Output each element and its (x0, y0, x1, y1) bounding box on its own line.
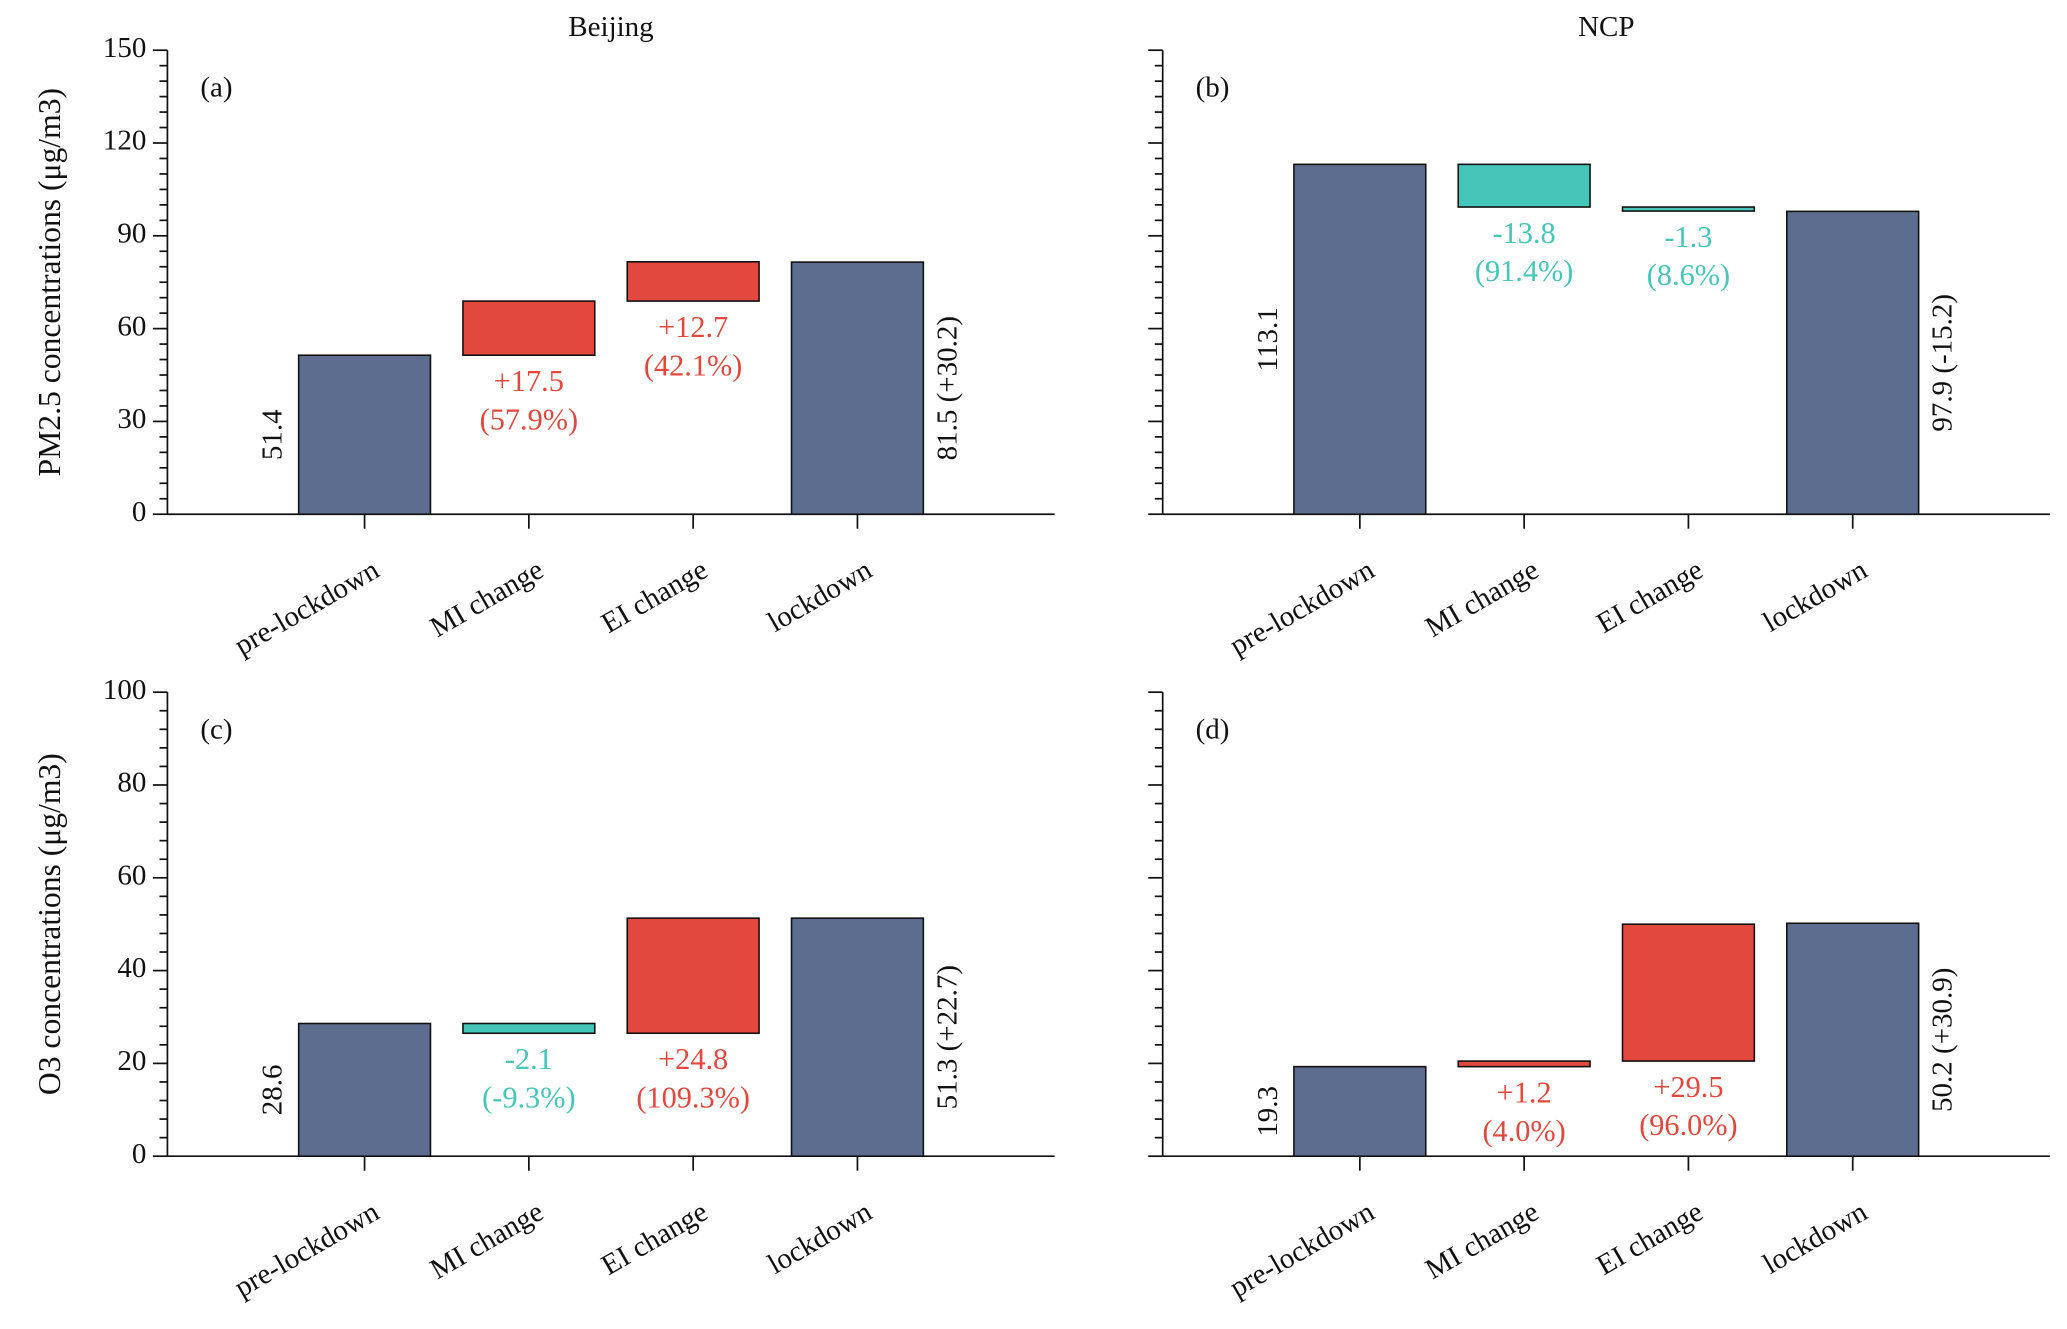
x-tick-label: MI change (425, 1196, 549, 1286)
bar (1786, 922, 1920, 1157)
share-label: (96.0%) (1639, 1108, 1737, 1142)
bar (790, 261, 925, 516)
bar (462, 1022, 596, 1035)
x-tick-label: EI change (1591, 1196, 1708, 1282)
value-label: +29.5 (1653, 1070, 1723, 1104)
y-tick-label: 0 (132, 496, 147, 528)
y-tick-label: 30 (117, 403, 146, 435)
x-tick-label: pre-lockdown (229, 1195, 385, 1303)
value-label: -13.8 (1493, 216, 1556, 250)
y-tick-label: 120 (103, 125, 147, 157)
x-tick-label: EI change (596, 554, 713, 640)
panel-label: (c) (200, 713, 232, 745)
bar (1786, 210, 1920, 516)
panel-label: (b) (1196, 71, 1230, 103)
y-tick-label: 40 (117, 952, 146, 984)
bar (1293, 163, 1427, 516)
bar (1621, 206, 1756, 212)
value-label: 51.3 (+22.7) (931, 965, 963, 1109)
x-tick-label: MI change (1420, 1196, 1544, 1286)
share-label: (4.0%) (1482, 1114, 1565, 1148)
x-tick-label: lockdown (762, 1195, 877, 1280)
bar (1457, 163, 1591, 208)
x-tick-label: lockdown (762, 553, 877, 638)
panel-label: (a) (200, 71, 232, 103)
share-label: (109.3%) (636, 1080, 750, 1114)
value-label: -1.3 (1664, 220, 1712, 254)
panel-label: (d) (1196, 713, 1230, 745)
value-label: +24.8 (658, 1042, 728, 1076)
x-tick-label: MI change (1420, 554, 1544, 644)
x-tick-label: pre-lockdown (1224, 553, 1380, 661)
bar (1457, 1060, 1591, 1068)
x-tick-label: pre-lockdown (229, 553, 385, 661)
y-axis-label: O3 concentrations (μg/m3) (32, 753, 67, 1095)
value-label: 81.5 (+30.2) (931, 316, 963, 460)
y-tick-label: 60 (117, 859, 146, 891)
x-tick-label: EI change (596, 1196, 713, 1282)
value-label: +1.2 (1497, 1076, 1552, 1110)
bar (297, 1022, 432, 1157)
x-tick-label: lockdown (1758, 1195, 1873, 1280)
x-tick-label: MI change (425, 554, 549, 644)
bar (297, 354, 432, 516)
value-label: 97.9 (-15.2) (1927, 294, 1959, 432)
y-axis-label: PM2.5 concentrations (μg/m3) (32, 88, 67, 476)
x-tick-label: EI change (1591, 554, 1708, 640)
share-label: (57.9%) (480, 402, 578, 436)
share-label: (91.4%) (1475, 254, 1573, 288)
panel-title: Beijing (568, 11, 653, 43)
y-tick-label: 20 (117, 1045, 146, 1077)
value-label: 19.3 (1252, 1086, 1284, 1137)
share-label: (-9.3%) (482, 1080, 575, 1114)
bar (626, 917, 760, 1035)
share-label: (8.6%) (1647, 258, 1730, 292)
y-tick-label: 0 (132, 1138, 147, 1170)
value-label: +12.7 (658, 310, 728, 344)
x-tick-label: pre-lockdown (1224, 1195, 1380, 1303)
y-tick-label: 150 (103, 32, 147, 64)
y-tick-label: 80 (117, 767, 146, 799)
bar (462, 300, 596, 357)
value-label: 51.4 (257, 409, 289, 460)
value-label: 50.2 (+30.9) (1927, 968, 1959, 1112)
y-tick-label: 60 (117, 310, 146, 342)
bar (1293, 1065, 1427, 1157)
bar (1621, 923, 1756, 1062)
value-label: 113.1 (1252, 307, 1284, 371)
y-tick-label: 100 (103, 674, 147, 706)
value-label: 28.6 (257, 1064, 289, 1115)
bar (626, 261, 760, 302)
bar (790, 917, 925, 1157)
value-label: +17.5 (494, 364, 564, 398)
share-label: (42.1%) (644, 348, 742, 382)
panel-title: NCP (1578, 11, 1634, 43)
x-tick-label: lockdown (1758, 553, 1873, 638)
value-label: -2.1 (505, 1042, 553, 1076)
y-tick-label: 90 (117, 217, 146, 249)
